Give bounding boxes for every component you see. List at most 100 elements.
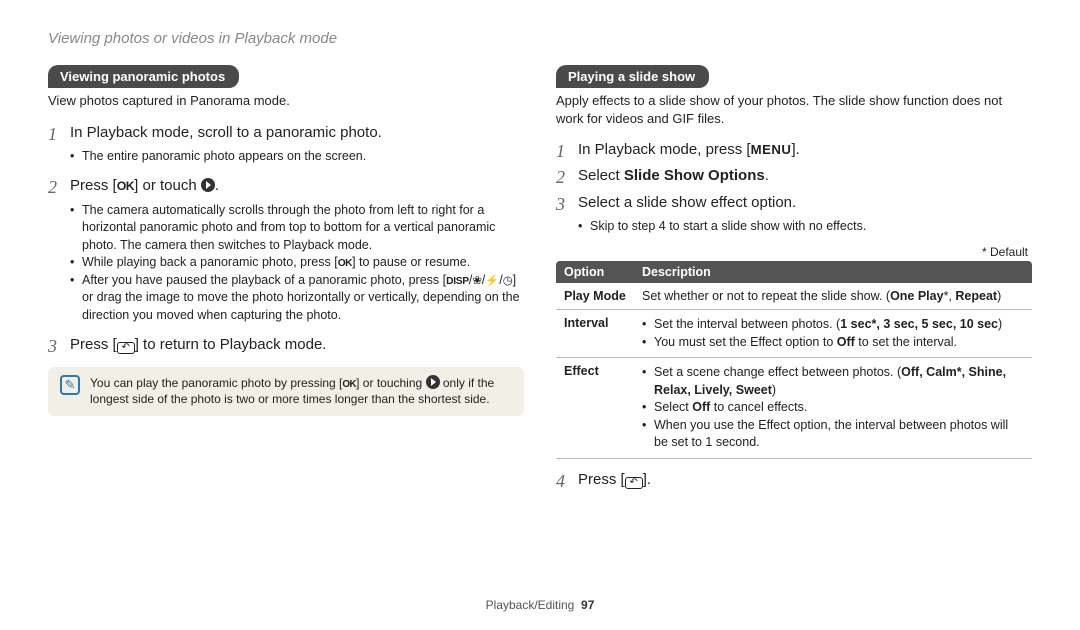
- txt: ].: [791, 141, 799, 158]
- cell-option: Play Mode: [556, 283, 634, 310]
- cell-desc: Set whether or not to repeat the slide s…: [634, 283, 1032, 310]
- page-header: Viewing photos or videos in Playback mod…: [48, 30, 1032, 47]
- txt: Set a scene change effect between photos…: [654, 365, 901, 379]
- macro-icon: ❀: [472, 275, 481, 287]
- step-number: 3: [48, 334, 70, 358]
- step-text: Press [↶].: [578, 469, 651, 493]
- bold: Slide Show Options: [624, 167, 765, 184]
- txt: You must set the Effect option to: [654, 335, 837, 349]
- right-step-2: 2 Select Slide Show Options.: [556, 165, 1032, 189]
- section-heading-left: Viewing panoramic photos: [48, 65, 239, 88]
- bullet: While playing back a panoramic photo, pr…: [70, 254, 524, 272]
- right-intro: Apply effects to a slide show of your ph…: [556, 92, 1032, 127]
- table-row: Effect Set a scene change effect between…: [556, 358, 1032, 459]
- step-text: In Playback mode, scroll to a panoramic …: [70, 122, 382, 146]
- txt: You can play the panoramic photo by pres…: [90, 376, 342, 390]
- left-step2-bullets: The camera automatically scrolls through…: [70, 202, 524, 325]
- right-step-3: 3 Select a slide show effect option.: [556, 192, 1032, 216]
- txt: Set whether or not to repeat the slide s…: [642, 289, 890, 303]
- txt: ] or touching: [356, 376, 425, 390]
- back-icon: ↶: [625, 477, 643, 489]
- play-icon: [426, 375, 440, 389]
- ok-icon: OK: [117, 177, 134, 195]
- right-step-1: 1 In Playback mode, press [MENU].: [556, 139, 1032, 163]
- left-intro: View photos captured in Panorama mode.: [48, 92, 524, 110]
- txt: ].: [643, 471, 651, 488]
- table-row: Play Mode Set whether or not to repeat t…: [556, 283, 1032, 310]
- txt: Select: [578, 167, 624, 184]
- bold: 1 sec*, 3 sec, 5 sec, 10 sec: [840, 317, 998, 331]
- bullet: The camera automatically scrolls through…: [70, 202, 524, 255]
- footer-section: Playback/Editing: [486, 598, 575, 612]
- ok-icon: OK: [342, 378, 356, 392]
- txt: .: [765, 167, 769, 184]
- bold: Off: [692, 400, 710, 414]
- back-icon: ↶: [117, 342, 135, 354]
- bullet: Set a scene change effect between photos…: [642, 364, 1024, 399]
- step-number: 1: [48, 122, 70, 146]
- txt: Set the interval between photos. (: [654, 317, 840, 331]
- bullet: Select Off to cancel effects.: [642, 399, 1024, 417]
- txt: ] to return to Playback mode.: [135, 336, 327, 353]
- bullet: You must set the Effect option to Off to…: [642, 334, 1024, 352]
- disp-icon: DISP: [446, 276, 469, 287]
- left-column: Viewing panoramic photos View photos cap…: [48, 65, 524, 495]
- txt: ] or touch: [134, 177, 201, 194]
- table-header-row: Option Description: [556, 261, 1032, 283]
- bullet: When you use the Effect option, the inte…: [642, 417, 1024, 452]
- step-number: 4: [556, 469, 578, 493]
- right-column: Playing a slide show Apply effects to a …: [556, 65, 1032, 495]
- two-column-layout: Viewing panoramic photos View photos cap…: [48, 65, 1032, 495]
- step-number: 3: [556, 192, 578, 216]
- footer-page-number: 97: [581, 598, 594, 612]
- right-step-4: 4 Press [↶].: [556, 469, 1032, 493]
- bullet: After you have paused the playback of a …: [70, 272, 524, 325]
- info-note: ✎ You can play the panoramic photo by pr…: [48, 367, 524, 417]
- step-number: 1: [556, 139, 578, 163]
- menu-icon: MENU: [751, 142, 792, 157]
- txt: .: [215, 177, 219, 194]
- txt: Select: [654, 400, 692, 414]
- step-text: Select a slide show effect option.: [578, 192, 796, 216]
- txt: In Playback mode, press [: [578, 141, 751, 158]
- txt: Press [: [70, 177, 117, 194]
- left-step-2: 2 Press [OK] or touch .: [48, 175, 524, 199]
- manual-page: Viewing photos or videos in Playback mod…: [0, 0, 1080, 630]
- txt: to set the interval.: [855, 335, 957, 349]
- cell-option: Effect: [556, 358, 634, 459]
- step-number: 2: [48, 175, 70, 199]
- bold: One Play: [890, 289, 944, 303]
- ok-icon: OK: [338, 257, 352, 271]
- step-number: 2: [556, 165, 578, 189]
- txt: While playing back a panoramic photo, pr…: [82, 255, 338, 269]
- bullet: Skip to step 4 to start a slide show wit…: [578, 218, 1032, 236]
- txt: After you have paused the playback of a …: [82, 273, 446, 287]
- options-table: Option Description Play Mode Set whether…: [556, 261, 1032, 459]
- flash-icon: ⚡: [485, 275, 499, 287]
- cell-desc: Set the interval between photos. (1 sec*…: [634, 310, 1032, 358]
- left-step-1: 1 In Playback mode, scroll to a panorami…: [48, 122, 524, 146]
- left-step1-bullets: The entire panoramic photo appears on th…: [70, 148, 524, 166]
- txt: Press [: [70, 336, 117, 353]
- default-label: * Default: [556, 245, 1028, 259]
- txt: ): [997, 289, 1001, 303]
- cell-desc: Set a scene change effect between photos…: [634, 358, 1032, 459]
- step-text: Press [OK] or touch .: [70, 175, 219, 199]
- step-text: Press [↶] to return to Playback mode.: [70, 334, 326, 358]
- txt: ] to pause or resume.: [352, 255, 470, 269]
- txt: *,: [944, 289, 956, 303]
- bold: Off: [837, 335, 855, 349]
- table-row: Interval Set the interval between photos…: [556, 310, 1032, 358]
- txt: Press [: [578, 471, 625, 488]
- info-icon: ✎: [60, 375, 80, 395]
- th-option: Option: [556, 261, 634, 283]
- cell-option: Interval: [556, 310, 634, 358]
- bullet: The entire panoramic photo appears on th…: [70, 148, 524, 166]
- step-text: In Playback mode, press [MENU].: [578, 139, 800, 163]
- step-text: Select Slide Show Options.: [578, 165, 769, 189]
- play-icon: [201, 178, 215, 192]
- txt: to cancel effects.: [710, 400, 807, 414]
- txt: ): [772, 383, 776, 397]
- bullet: Set the interval between photos. (1 sec*…: [642, 316, 1024, 334]
- right-step3-bullets: Skip to step 4 to start a slide show wit…: [578, 218, 1032, 236]
